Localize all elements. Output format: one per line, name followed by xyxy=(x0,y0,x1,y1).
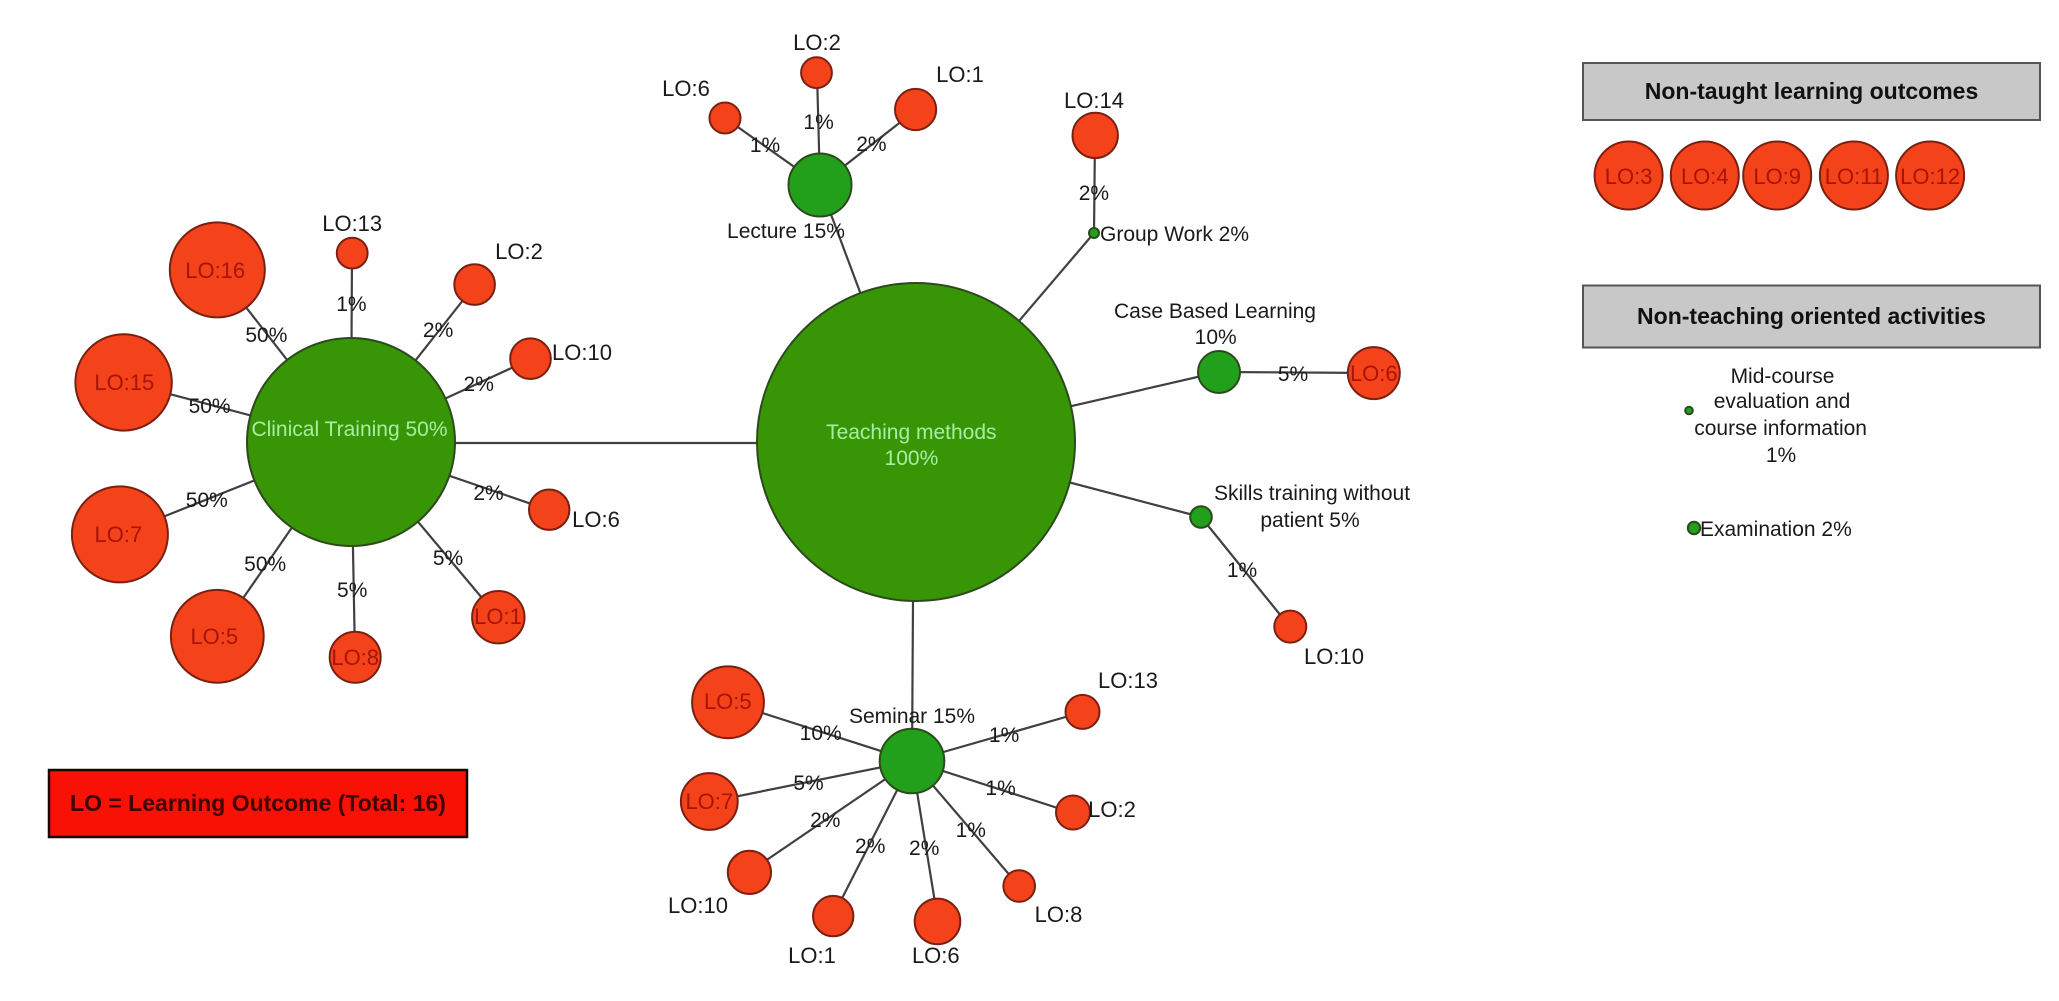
svg-text:LO:6: LO:6 xyxy=(912,943,960,968)
svg-text:Lecture 15%: Lecture 15% xyxy=(727,220,845,243)
svg-text:LO:6: LO:6 xyxy=(1350,361,1398,386)
svg-text:LO:3: LO:3 xyxy=(1605,164,1653,189)
svg-text:LO:9: LO:9 xyxy=(1753,164,1801,189)
svg-text:LO:16: LO:16 xyxy=(185,258,245,283)
svg-text:1%: 1% xyxy=(336,293,366,316)
svg-text:LO:5: LO:5 xyxy=(704,689,752,714)
svg-text:evaluation and: evaluation and xyxy=(1714,390,1851,413)
svg-text:LO:8: LO:8 xyxy=(1035,902,1083,927)
svg-text:LO:1: LO:1 xyxy=(474,604,522,629)
svg-text:2%: 2% xyxy=(909,837,939,860)
svg-text:Teaching methods: Teaching methods xyxy=(826,421,996,444)
svg-text:LO:8: LO:8 xyxy=(331,645,379,670)
svg-text:2%: 2% xyxy=(856,133,886,156)
svg-text:LO:2: LO:2 xyxy=(495,239,543,264)
svg-text:LO:15: LO:15 xyxy=(94,370,154,395)
svg-text:Clinical Training 50%: Clinical Training 50% xyxy=(251,418,447,441)
svg-text:Mid-course: Mid-course xyxy=(1731,365,1835,388)
svg-text:1%: 1% xyxy=(803,111,833,134)
svg-text:Non-teaching oriented activiti: Non-teaching oriented activities xyxy=(1637,303,1986,329)
svg-text:1%: 1% xyxy=(750,134,780,157)
svg-text:LO:12: LO:12 xyxy=(1900,164,1960,189)
svg-text:1%: 1% xyxy=(989,724,1019,747)
svg-text:LO:7: LO:7 xyxy=(685,789,733,814)
svg-text:5%: 5% xyxy=(433,547,463,570)
svg-text:1%: 1% xyxy=(1766,444,1796,467)
svg-text:LO:11: LO:11 xyxy=(1825,164,1883,189)
svg-text:LO:10: LO:10 xyxy=(552,340,612,365)
svg-text:10%: 10% xyxy=(1195,326,1237,349)
svg-text:Seminar 15%: Seminar 15% xyxy=(849,705,975,728)
svg-text:50%: 50% xyxy=(244,553,286,576)
svg-text:course information: course information xyxy=(1694,417,1867,440)
svg-text:LO:13: LO:13 xyxy=(322,211,382,236)
svg-text:1%: 1% xyxy=(1227,559,1257,582)
svg-text:1%: 1% xyxy=(985,777,1015,800)
svg-text:LO:1: LO:1 xyxy=(788,943,836,968)
svg-text:5%: 5% xyxy=(1278,363,1308,386)
svg-text:LO:2: LO:2 xyxy=(1088,797,1136,822)
svg-text:LO:5: LO:5 xyxy=(190,624,238,649)
svg-text:2%: 2% xyxy=(810,809,840,832)
svg-text:5%: 5% xyxy=(793,772,823,795)
svg-text:Non-taught learning outcomes: Non-taught learning outcomes xyxy=(1645,78,1979,104)
svg-text:patient 5%: patient 5% xyxy=(1260,509,1359,532)
svg-text:5%: 5% xyxy=(337,579,367,602)
svg-text:Group Work 2%: Group Work 2% xyxy=(1100,223,1249,246)
svg-text:LO:6: LO:6 xyxy=(572,507,620,532)
svg-text:50%: 50% xyxy=(186,489,228,512)
svg-text:LO:10: LO:10 xyxy=(668,893,728,918)
svg-text:LO:10: LO:10 xyxy=(1304,644,1364,669)
svg-text:LO:2: LO:2 xyxy=(793,30,841,55)
svg-text:Skills training without: Skills training without xyxy=(1214,482,1410,505)
svg-text:LO = Learning Outcome (Total:: LO = Learning Outcome (Total: 16) xyxy=(70,790,446,816)
svg-text:2%: 2% xyxy=(473,482,503,505)
svg-text:2%: 2% xyxy=(855,835,885,858)
svg-text:1%: 1% xyxy=(956,819,986,842)
svg-text:Case Based Learning: Case Based Learning xyxy=(1114,300,1316,323)
svg-text:2%: 2% xyxy=(464,373,494,396)
svg-text:LO:1: LO:1 xyxy=(936,62,984,87)
svg-text:LO:4: LO:4 xyxy=(1681,164,1729,189)
svg-text:LO:7: LO:7 xyxy=(95,522,143,547)
svg-text:LO:13: LO:13 xyxy=(1098,668,1158,693)
svg-text:10%: 10% xyxy=(800,722,842,745)
svg-text:Examination 2%: Examination 2% xyxy=(1700,518,1852,541)
svg-text:LO:6: LO:6 xyxy=(662,76,710,101)
svg-text:50%: 50% xyxy=(245,324,287,347)
svg-text:100%: 100% xyxy=(885,447,939,470)
svg-text:50%: 50% xyxy=(189,395,231,418)
svg-text:2%: 2% xyxy=(1079,182,1109,205)
svg-text:2%: 2% xyxy=(423,319,453,342)
svg-text:LO:14: LO:14 xyxy=(1064,88,1124,113)
